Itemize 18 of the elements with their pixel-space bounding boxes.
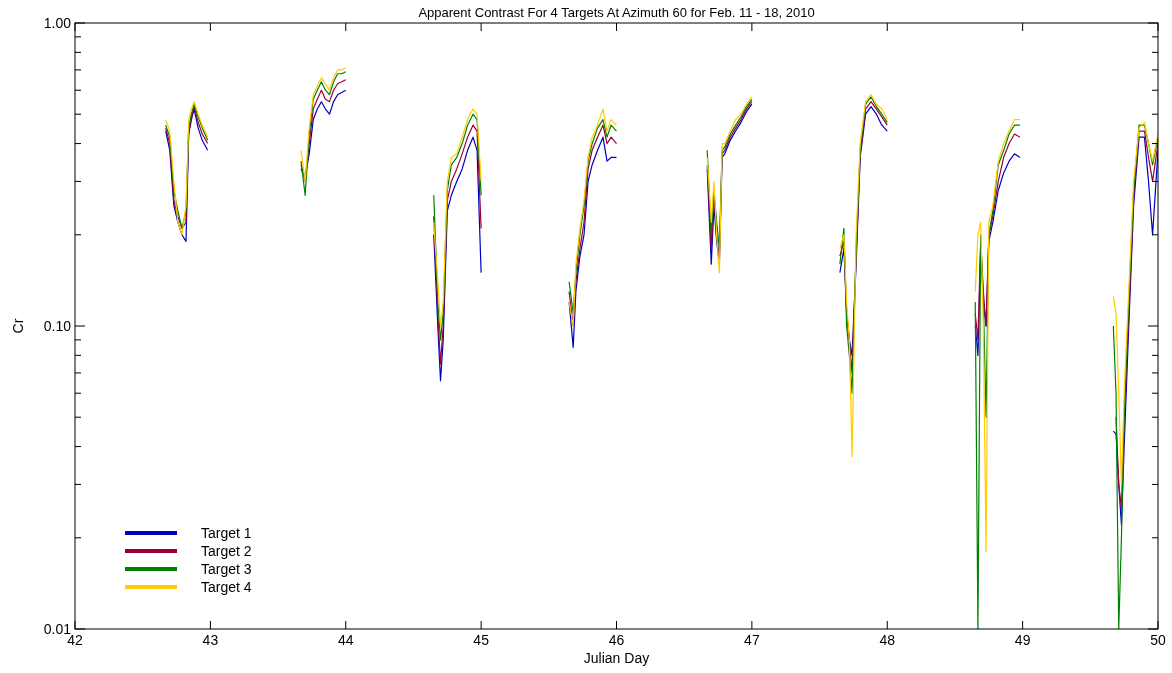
x-tick-label: 48 [879, 632, 896, 648]
x-tick-label: 50 [1150, 632, 1166, 648]
x-tick-label: 49 [1014, 632, 1031, 648]
y-tick-label: 0.10 [43, 317, 72, 334]
legend-label: Target 3 [201, 560, 252, 577]
x-tick-label: 47 [744, 632, 760, 648]
x-tick-label: 44 [337, 632, 354, 648]
y-axis-title: Cr [10, 318, 26, 334]
legend-label: Target 1 [201, 524, 252, 541]
y-tick-label: 0.01 [43, 620, 72, 637]
legend-label: Target 2 [201, 542, 252, 559]
chart-title: Apparent Contrast For 4 Targets At Azimuth 60 for Feb. 11 - 18, 2010 [418, 5, 815, 20]
x-tick-label: 46 [608, 632, 625, 648]
x-tick-label: 43 [202, 632, 219, 648]
x-axis-title: Julian Day [583, 650, 650, 666]
y-tick-label: 1.00 [43, 14, 72, 31]
x-tick-label: 45 [473, 632, 490, 648]
legend-label: Target 4 [201, 578, 252, 595]
